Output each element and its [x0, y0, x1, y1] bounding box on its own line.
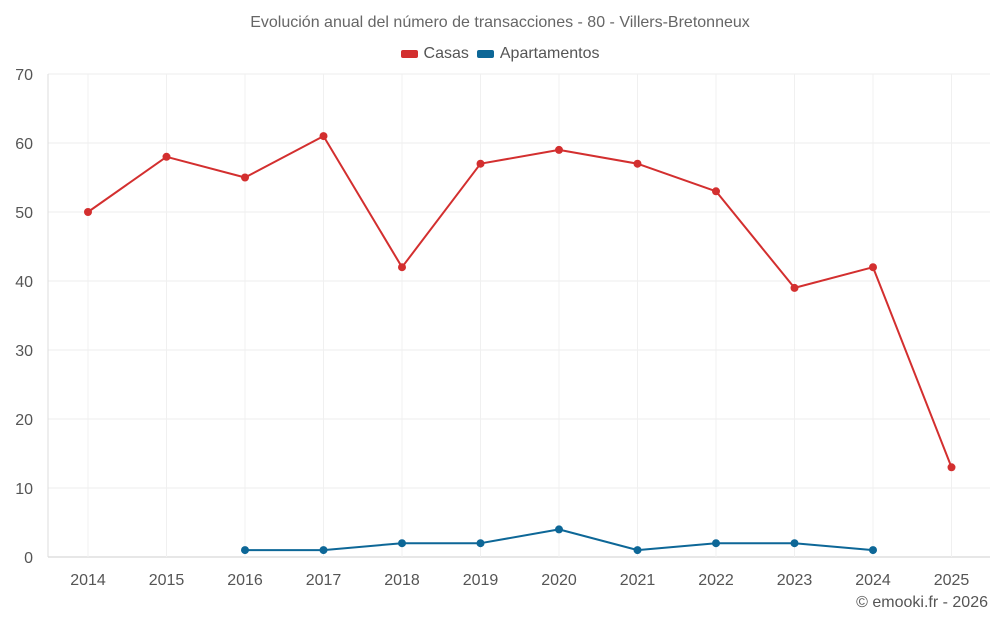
- x-tick-label-2014: 2014: [70, 572, 106, 589]
- point-apartamentos-2017: [319, 546, 328, 555]
- point-apartamentos-2021: [633, 546, 642, 555]
- legend-swatch-casas: [400, 50, 418, 58]
- point-apartamentos-2024: [869, 546, 877, 555]
- point-casas-2025: [947, 463, 956, 472]
- y-tick-label-70: 70: [15, 67, 33, 84]
- point-casas-2015: [162, 152, 171, 161]
- legend-label-apartamentos: Apartamentos: [499, 45, 600, 62]
- credit-text: © emooki.fr - 2026: [856, 594, 988, 611]
- legend-item-casas[interactable]: Casas: [400, 45, 469, 63]
- point-casas-2024: [869, 263, 877, 272]
- y-tick-label-30: 30: [15, 343, 33, 360]
- point-casas-2014: [84, 208, 92, 216]
- x-tick-label-2023: 2023: [777, 572, 813, 589]
- x-tick-label-2020: 2020: [541, 572, 577, 589]
- x-tick-label-2015: 2015: [149, 572, 185, 589]
- point-casas-2019: [476, 159, 485, 168]
- x-tick-label-2016: 2016: [227, 572, 263, 589]
- point-apartamentos-2019: [476, 539, 485, 548]
- point-apartamentos-2016: [241, 546, 249, 555]
- series-line-casas: [87, 135, 953, 468]
- point-casas-2022: [712, 187, 720, 196]
- point-casas-2017: [319, 132, 328, 141]
- y-tick-label-10: 10: [15, 481, 33, 498]
- x-tick-label-2018: 2018: [384, 572, 420, 589]
- x-tick-label-2019: 2019: [463, 572, 499, 589]
- y-tick-label-20: 20: [15, 412, 33, 429]
- x-tick-label-2024: 2024: [855, 572, 891, 589]
- point-apartamentos-2020: [555, 525, 563, 534]
- x-tick-label-2022: 2022: [698, 572, 734, 589]
- x-tick-label-2017: 2017: [306, 572, 342, 589]
- legend-item-apartamentos[interactable]: Apartamentos: [476, 45, 600, 63]
- legend-swatch-apartamentos: [476, 50, 494, 58]
- point-casas-2023: [790, 283, 799, 292]
- legend-label-casas: Casas: [423, 45, 469, 62]
- legend: Casas Apartamentos: [0, 45, 1000, 63]
- point-casas-2016: [241, 173, 249, 182]
- point-casas-2018: [398, 263, 406, 272]
- x-tick-label-2021: 2021: [620, 572, 656, 589]
- point-apartamentos-2022: [712, 539, 720, 548]
- y-tick-label-60: 60: [15, 136, 33, 153]
- y-tick-label-50: 50: [15, 205, 33, 222]
- point-casas-2020: [555, 145, 563, 154]
- chart-title: Evolución anual del número de transaccio…: [250, 14, 750, 31]
- y-tick-label-0: 0: [24, 550, 33, 567]
- point-casas-2021: [633, 159, 642, 168]
- x-tick-label-2025: 2025: [934, 572, 970, 589]
- point-apartamentos-2018: [398, 539, 406, 548]
- y-tick-label-40: 40: [15, 274, 33, 291]
- point-apartamentos-2023: [790, 539, 799, 548]
